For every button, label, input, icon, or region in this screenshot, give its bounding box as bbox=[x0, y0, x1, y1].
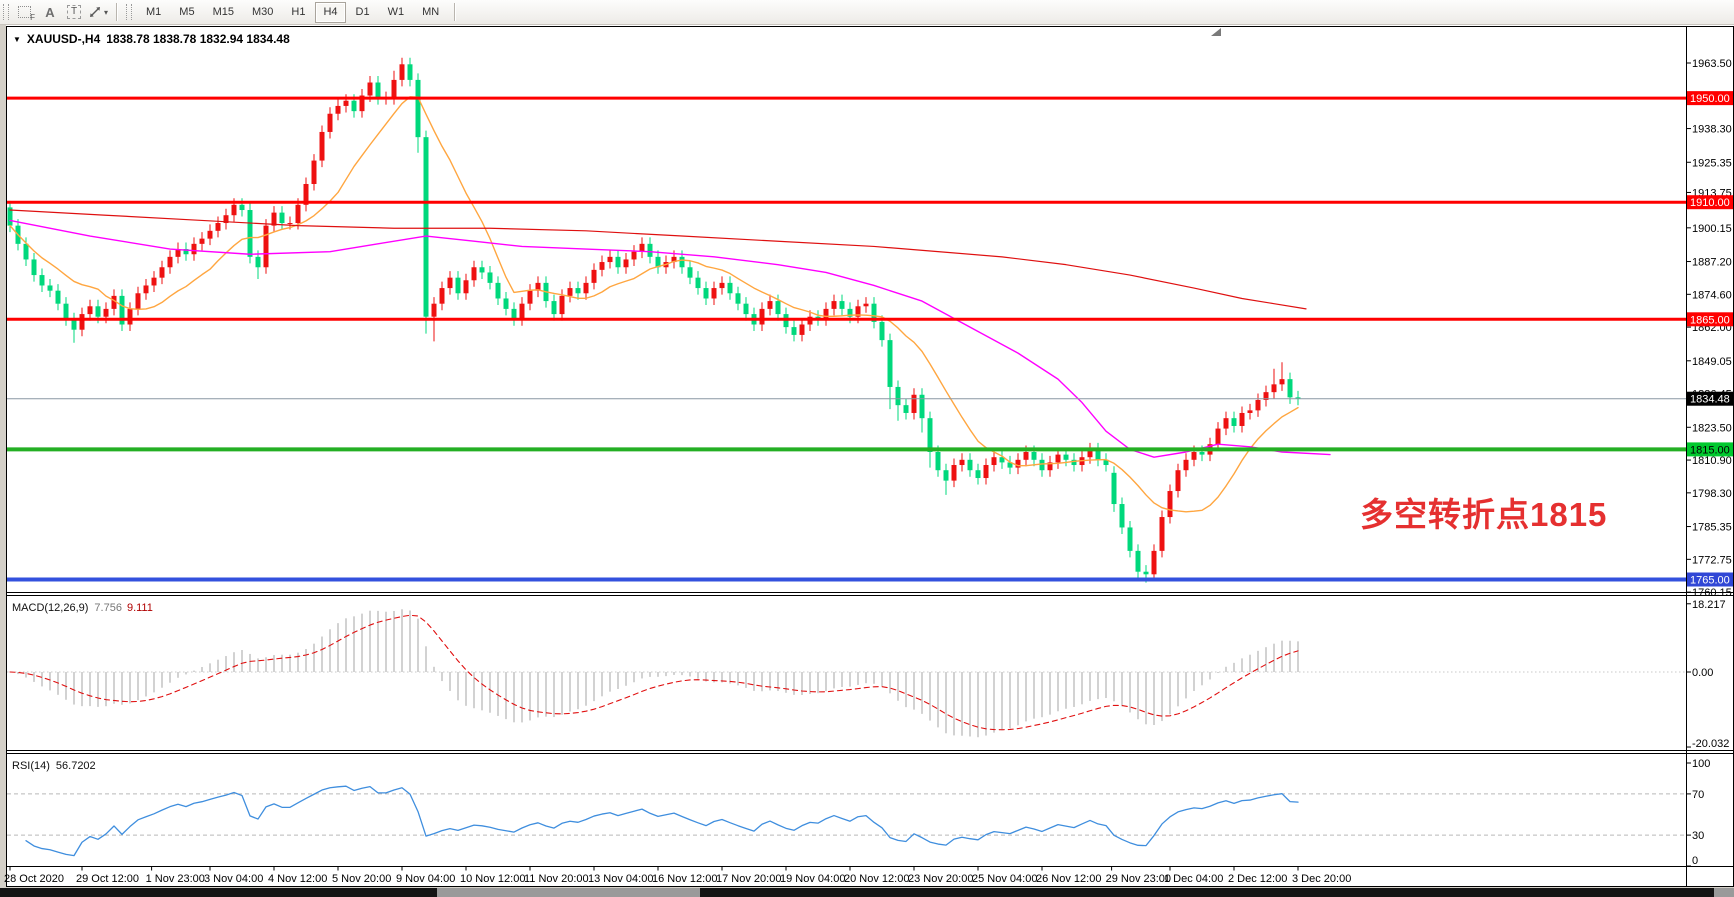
moving-averages bbox=[9, 96, 1331, 513]
symbol-period-label: XAUUSD-,H4 bbox=[26, 32, 101, 46]
time-axis: 28 Oct 2020 29 Oct 12:00 1 Nov 23:00 3 Nov … bbox=[4, 866, 1351, 885]
scrollbar-thumb[interactable] bbox=[437, 888, 700, 897]
svg-text:25 Nov 04:00: 25 Nov 04:00 bbox=[972, 873, 1037, 885]
svg-text:1823.50: 1823.50 bbox=[1692, 422, 1732, 434]
svg-text:0: 0 bbox=[1692, 855, 1698, 867]
svg-text:1834.48: 1834.48 bbox=[1690, 394, 1730, 406]
toolbar-drag-handle[interactable] bbox=[126, 4, 133, 20]
svg-text:1874.60: 1874.60 bbox=[1692, 289, 1732, 301]
svg-text:70: 70 bbox=[1692, 789, 1704, 801]
svg-text:1815.00: 1815.00 bbox=[1690, 444, 1730, 456]
rsi-panel: 100 70 30 0 bbox=[7, 758, 1710, 867]
svg-text:3 Nov 04:00: 3 Nov 04:00 bbox=[204, 873, 263, 885]
svg-text:17 Nov 20:00: 17 Nov 20:00 bbox=[716, 873, 781, 885]
ohlc-values: 1838.78 1838.78 1832.94 1834.48 bbox=[106, 32, 290, 46]
dotted-box-icon bbox=[18, 5, 31, 18]
timeframe-button-m1[interactable]: M1 bbox=[146, 6, 162, 18]
letter-t-icon: T bbox=[66, 5, 82, 19]
diagonal-arrows-icon bbox=[90, 7, 100, 17]
svg-text:9 Nov 04:00: 9 Nov 04:00 bbox=[396, 873, 455, 885]
svg-text:5 Nov 20:00: 5 Nov 20:00 bbox=[332, 873, 391, 885]
svg-text:1 Dec 04:00: 1 Dec 04:00 bbox=[1164, 873, 1223, 885]
timeframe-group: M1 M5 M15 M30 H1 H4 D1 W1 MN bbox=[137, 1, 448, 23]
svg-text:16 Nov 12:00: 16 Nov 12:00 bbox=[652, 873, 717, 885]
macd-indicator-label: MACD(12,26,9) 7.756 9.111 bbox=[12, 602, 153, 614]
svg-text:1950.00: 1950.00 bbox=[1690, 93, 1730, 105]
toolbar-separator bbox=[116, 3, 118, 21]
svg-text:100: 100 bbox=[1692, 758, 1710, 770]
template-f-icon[interactable]: F bbox=[15, 1, 37, 23]
timeframe-button-h1[interactable]: H1 bbox=[291, 6, 306, 18]
arrows-tool-button[interactable]: ▾ bbox=[87, 1, 109, 23]
svg-text:1900.15: 1900.15 bbox=[1692, 223, 1732, 235]
svg-text:2 Dec 12:00: 2 Dec 12:00 bbox=[1228, 873, 1287, 885]
toolbar-separator bbox=[454, 3, 456, 21]
svg-text:29 Oct 12:00: 29 Oct 12:00 bbox=[76, 873, 139, 885]
svg-text:19 Nov 04:00: 19 Nov 04:00 bbox=[780, 873, 845, 885]
macd-signal-value: 9.111 bbox=[126, 602, 153, 614]
svg-text:30: 30 bbox=[1692, 830, 1704, 842]
horizontal-scrollbar[interactable] bbox=[0, 888, 1734, 897]
top-toolbar: F A T ▾ M1 M5 M15 M30 H1 H4 D1 W1 MN bbox=[0, 0, 1734, 25]
chart-shift-marker-icon[interactable] bbox=[1211, 28, 1221, 36]
timeframe-button-d1[interactable]: D1 bbox=[355, 6, 370, 18]
timeframe-button-h4[interactable]: H4 bbox=[315, 1, 346, 23]
svg-text:10 Nov 12:00: 10 Nov 12:00 bbox=[460, 873, 525, 885]
chart-title: ▼ XAUUSD-,H4 1838.78 1838.78 1832.94 183… bbox=[13, 32, 290, 46]
macd-panel: 18.217 0.00 -20.032 bbox=[7, 599, 1729, 750]
svg-text:1798.30: 1798.30 bbox=[1692, 488, 1732, 500]
chinese-annotation-text: 多空转折点1815 bbox=[1360, 496, 1608, 533]
svg-text:1925.35: 1925.35 bbox=[1692, 157, 1732, 169]
svg-text:1785.35: 1785.35 bbox=[1692, 522, 1732, 534]
svg-text:1938.30: 1938.30 bbox=[1692, 124, 1732, 136]
svg-text:1963.50: 1963.50 bbox=[1692, 58, 1732, 70]
svg-text:28 Oct 2020: 28 Oct 2020 bbox=[4, 873, 64, 885]
rsi-indicator-label: RSI(14) 56.7202 bbox=[12, 760, 96, 772]
svg-text:1887.20: 1887.20 bbox=[1692, 257, 1732, 269]
svg-text:1910.00: 1910.00 bbox=[1690, 197, 1730, 209]
svg-text:29 Nov 23:00: 29 Nov 23:00 bbox=[1106, 873, 1171, 885]
chevron-down-icon: ▾ bbox=[104, 7, 109, 17]
chart-window: 1963.50 1938.30 1925.35 1913.75 1900.15 1887.… bbox=[0, 25, 1734, 897]
svg-text:1772.75: 1772.75 bbox=[1692, 554, 1732, 566]
timeframe-button-m15[interactable]: M15 bbox=[212, 6, 234, 18]
svg-text:20 Nov 12:00: 20 Nov 12:00 bbox=[844, 873, 909, 885]
scrollbar-end[interactable] bbox=[1714, 888, 1734, 897]
svg-text:-20.032: -20.032 bbox=[1692, 738, 1729, 750]
text-label-button[interactable]: T bbox=[63, 1, 85, 23]
toolbar-drag-handle[interactable] bbox=[3, 4, 9, 20]
price-axis: 1963.501938.301925.351913.751900.151887.… bbox=[1211, 28, 1733, 599]
timeframe-button-m30[interactable]: M30 bbox=[251, 6, 274, 18]
candles bbox=[7, 57, 1301, 583]
timeframe-button-mn[interactable]: MN bbox=[422, 6, 440, 18]
svg-text:13 Nov 04:00: 13 Nov 04:00 bbox=[588, 873, 653, 885]
chart-canvas[interactable]: 1963.501938.301925.351913.751900.151887.… bbox=[0, 25, 1734, 897]
svg-text:1765.00: 1765.00 bbox=[1690, 574, 1730, 586]
svg-text:26 Nov 12:00: 26 Nov 12:00 bbox=[1036, 873, 1101, 885]
svg-text:1 Nov 23:00: 1 Nov 23:00 bbox=[146, 873, 205, 885]
svg-text:11 Nov 20:00: 11 Nov 20:00 bbox=[524, 873, 589, 885]
svg-text:0.00: 0.00 bbox=[1692, 667, 1713, 679]
collapse-triangle-icon[interactable]: ▼ bbox=[13, 34, 21, 44]
svg-text:4 Nov 12:00: 4 Nov 12:00 bbox=[268, 873, 327, 885]
horizontal-levels[interactable] bbox=[7, 96, 1686, 582]
macd-main-value: 7.756 bbox=[94, 602, 122, 614]
draw-text-button[interactable]: A bbox=[39, 1, 61, 23]
svg-text:18.217: 18.217 bbox=[1692, 599, 1726, 611]
timeframe-button-m5[interactable]: M5 bbox=[179, 6, 195, 18]
timeframe-button-w1[interactable]: W1 bbox=[387, 6, 405, 18]
svg-text:1810.90: 1810.90 bbox=[1692, 455, 1732, 467]
svg-text:1760.15: 1760.15 bbox=[1692, 587, 1732, 599]
svg-text:3 Dec 20:00: 3 Dec 20:00 bbox=[1292, 873, 1351, 885]
svg-text:1865.00: 1865.00 bbox=[1690, 314, 1730, 326]
svg-text:23 Nov 20:00: 23 Nov 20:00 bbox=[908, 873, 973, 885]
rsi-value: 56.7202 bbox=[55, 760, 96, 772]
svg-text:1849.05: 1849.05 bbox=[1692, 356, 1732, 368]
letter-a-icon: A bbox=[45, 4, 55, 20]
